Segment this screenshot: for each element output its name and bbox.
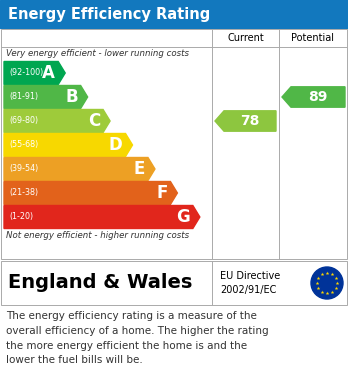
Polygon shape bbox=[282, 87, 345, 107]
Text: (55-68): (55-68) bbox=[9, 140, 38, 149]
Text: 78: 78 bbox=[240, 114, 260, 128]
Text: Not energy efficient - higher running costs: Not energy efficient - higher running co… bbox=[6, 231, 189, 240]
Text: The energy efficiency rating is a measure of the
overall efficiency of a home. T: The energy efficiency rating is a measur… bbox=[6, 311, 269, 366]
Text: Energy Efficiency Rating: Energy Efficiency Rating bbox=[8, 7, 210, 22]
Bar bbox=[0, 0, 348, 28]
Text: (81-91): (81-91) bbox=[9, 93, 38, 102]
Text: (21-38): (21-38) bbox=[9, 188, 38, 197]
Text: 2002/91/EC: 2002/91/EC bbox=[220, 285, 276, 295]
Polygon shape bbox=[4, 86, 88, 108]
Bar bbox=[1, 29, 347, 259]
Text: England & Wales: England & Wales bbox=[8, 273, 192, 292]
Polygon shape bbox=[4, 61, 65, 84]
Text: C: C bbox=[88, 112, 100, 130]
Text: (69-80): (69-80) bbox=[9, 117, 38, 126]
Text: (39-54): (39-54) bbox=[9, 165, 38, 174]
Text: E: E bbox=[134, 160, 145, 178]
Polygon shape bbox=[4, 206, 200, 228]
Text: B: B bbox=[65, 88, 78, 106]
Bar bbox=[0, 28, 348, 260]
Polygon shape bbox=[4, 133, 133, 156]
Text: (92-100): (92-100) bbox=[9, 68, 43, 77]
Text: A: A bbox=[42, 64, 55, 82]
Text: (1-20): (1-20) bbox=[9, 212, 33, 221]
Text: EU Directive: EU Directive bbox=[220, 271, 280, 281]
Text: Potential: Potential bbox=[292, 33, 334, 43]
Polygon shape bbox=[4, 158, 155, 181]
Text: F: F bbox=[156, 184, 167, 202]
Polygon shape bbox=[215, 111, 276, 131]
Text: D: D bbox=[109, 136, 122, 154]
Bar bbox=[1, 261, 347, 305]
Circle shape bbox=[311, 267, 343, 299]
Polygon shape bbox=[4, 181, 177, 204]
Text: G: G bbox=[176, 208, 190, 226]
Text: 89: 89 bbox=[308, 90, 328, 104]
Bar bbox=[0, 260, 348, 306]
Text: Very energy efficient - lower running costs: Very energy efficient - lower running co… bbox=[6, 50, 189, 59]
Polygon shape bbox=[4, 109, 110, 133]
Text: Current: Current bbox=[227, 33, 264, 43]
